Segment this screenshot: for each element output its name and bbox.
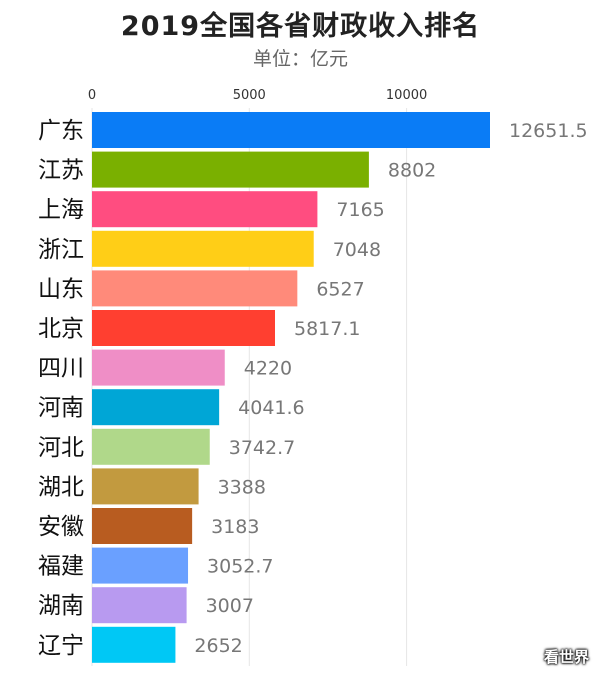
bar xyxy=(92,310,275,346)
data-label: 4220 xyxy=(244,358,292,380)
category-label: 四川 xyxy=(38,356,84,382)
bar xyxy=(92,230,314,267)
category-label: 山东 xyxy=(38,276,84,302)
bar xyxy=(92,270,298,307)
category-label: 安徽 xyxy=(38,514,84,540)
data-label: 6527 xyxy=(316,278,364,300)
bar xyxy=(92,389,220,426)
bar xyxy=(92,626,176,663)
category-label: 上海 xyxy=(38,197,84,223)
data-label: 3007 xyxy=(206,595,254,617)
category-label: 河北 xyxy=(38,435,84,461)
category-label: 北京 xyxy=(38,316,84,342)
category-label: 广东 xyxy=(38,118,84,144)
x-tick-label: 5000 xyxy=(233,88,266,103)
category-label: 辽宁 xyxy=(38,633,84,659)
bar xyxy=(92,191,318,228)
data-label: 7048 xyxy=(333,239,381,261)
x-tick-label: 10000 xyxy=(386,88,427,103)
data-label: 12651.5 xyxy=(509,120,588,142)
category-label: 福建 xyxy=(38,554,84,580)
data-label: 3052.7 xyxy=(207,556,273,578)
chart-subtitle: 单位：亿元 xyxy=(252,48,348,70)
data-label: 3742.7 xyxy=(229,437,295,459)
data-label: 7165 xyxy=(336,199,384,221)
data-label: 2652 xyxy=(194,635,242,657)
data-label: 3388 xyxy=(218,476,266,498)
category-label: 江苏 xyxy=(38,158,84,184)
bar xyxy=(92,151,369,188)
bar xyxy=(92,547,189,584)
x-tick-label: 0 xyxy=(88,88,96,103)
chart-title: 2019全国各省财政收入排名 xyxy=(120,11,481,42)
category-label: 河南 xyxy=(38,395,84,421)
bar xyxy=(92,508,193,544)
category-label: 浙江 xyxy=(38,237,84,263)
category-label: 湖北 xyxy=(38,474,84,500)
data-label: 4041.6 xyxy=(238,397,304,419)
bar xyxy=(92,428,210,465)
bar xyxy=(92,468,199,505)
data-label: 5817.1 xyxy=(294,318,360,340)
bar xyxy=(92,112,490,148)
bar xyxy=(92,349,225,386)
data-label: 3183 xyxy=(211,516,259,538)
data-label: 8802 xyxy=(388,160,436,182)
category-label: 湖南 xyxy=(38,593,84,619)
bar xyxy=(92,587,187,624)
watermark: 看世界 xyxy=(543,648,589,666)
